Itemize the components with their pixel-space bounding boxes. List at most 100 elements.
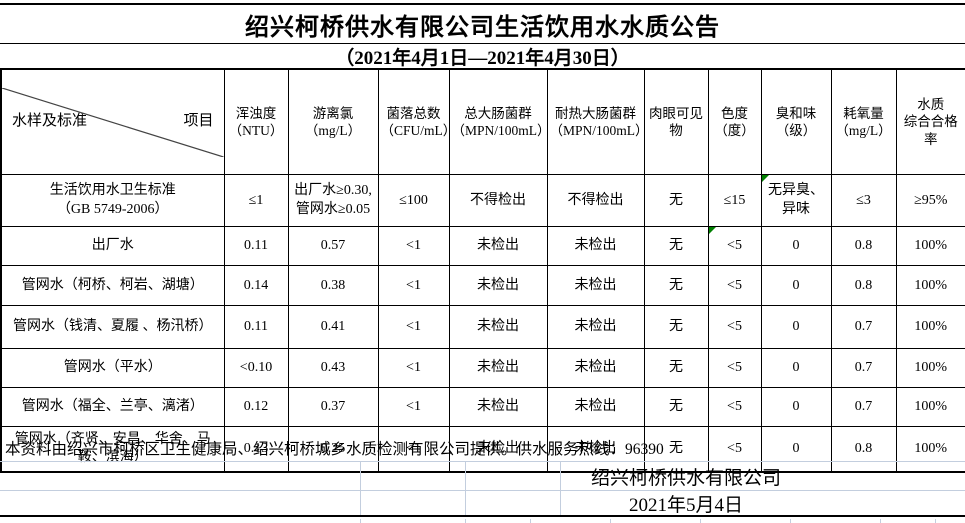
col-header-chroma: 色度 （度） — [707, 68, 762, 176]
page-title: 绍兴柯桥供水有限公司生活饮用水水质公告 — [245, 14, 720, 41]
table-cell: 未检出 — [546, 305, 645, 350]
table-cell: 0.13 — [223, 426, 289, 473]
table-cell: 无 — [643, 387, 709, 428]
table-cell: 0.37 — [287, 387, 379, 428]
table-cell: 0.8 — [830, 426, 897, 473]
table-cell: 0 — [760, 265, 832, 307]
table-cell: <0.10 — [223, 348, 289, 389]
table-cell: ≤15 — [707, 174, 762, 228]
corner-sample-label: 水样及标准 — [12, 113, 88, 130]
gridline — [465, 491, 466, 515]
table-cell: <1 — [377, 305, 450, 350]
table-cell-with-error-flag: 无异臭、 异味 — [760, 174, 832, 228]
corner-item-label: 项目 — [183, 113, 214, 130]
col-header-odor-taste: 臭和味 （级） — [760, 68, 832, 176]
table-cell: 0.7 — [830, 348, 897, 389]
table-cell: 0.25 — [287, 426, 379, 473]
table-cell: 无 — [643, 265, 709, 307]
table-cell: 未检出 — [448, 348, 548, 389]
page-subtitle: （2021年4月1日—2021年4月30日） — [0, 43, 965, 69]
table-cell: 0 — [760, 226, 832, 267]
top-rule — [0, 3, 965, 5]
table-cell: 100% — [895, 265, 965, 307]
table-cell: 不得检出 — [546, 174, 645, 228]
signature-company-row: 绍兴柯桥供水有限公司 — [0, 462, 965, 491]
table-cell: 不得检出 — [448, 174, 548, 228]
gridline — [560, 491, 561, 515]
col-header-free-chlorine: 游离氯 （mg/L） — [287, 68, 379, 176]
table-cell: 0 — [760, 305, 832, 350]
sample-name-cell: 出厂水 — [0, 226, 225, 267]
table-cell: 0.43 — [287, 348, 379, 389]
signature-company: 绍兴柯桥供水有限公司 — [590, 467, 781, 489]
table-cell: 0.11 — [223, 305, 289, 350]
table-cell: 0.41 — [287, 305, 379, 350]
col-header-turbidity: 浑浊度 （NTU） — [223, 68, 289, 176]
table-cell: 出厂水≥0.30, 管网水≥0.05 — [287, 174, 379, 228]
gridline — [360, 491, 361, 515]
col-header-oxygen-consumption: 耗氧量 （mg/L） — [830, 68, 897, 176]
table-cell: 0.8 — [830, 226, 897, 267]
gridline — [560, 462, 561, 490]
table-cell: 0 — [760, 348, 832, 389]
gridline — [360, 462, 361, 490]
gridline — [465, 462, 466, 490]
table-cell: ≤3 — [830, 174, 897, 228]
signature-date-row: 2021年5月4日 — [0, 491, 965, 517]
table-cell: 未检出 — [448, 305, 548, 350]
table-cell: <1 — [377, 348, 450, 389]
col-header-heat-resistant-coliform: 耐热大肠菌群 （MPN/100mL） — [546, 68, 645, 176]
table-cell: 100% — [895, 348, 965, 389]
col-header-total-coliform: 总大肠菌群 （MPN/100mL） — [448, 68, 548, 176]
table-cell: <1 — [377, 387, 450, 428]
table-cell: 0.7 — [830, 387, 897, 428]
table-cell: 0 — [760, 387, 832, 428]
table-cell: 无 — [643, 226, 709, 267]
sample-name-cell: 管网水（福全、兰亭、漓渚） — [0, 387, 225, 428]
table-cell: 未检出 — [546, 226, 645, 267]
table-cell: <5 — [707, 348, 762, 389]
diagonal-line — [2, 87, 223, 157]
table-cell: 100% — [895, 426, 965, 473]
table-row-pipe-network-qianqing: 管网水（钱清、夏履 、杨汛桥） 0.11 0.41 <1 未检出 未检出 无 <… — [0, 305, 965, 350]
header-row: 水样及标准 项目 浑浊度 （NTU） 游离氯 （mg/L） 菌落总数（CFU/mL）… — [0, 68, 965, 176]
table-cell: 100% — [895, 305, 965, 350]
table-cell: <5 — [707, 305, 762, 350]
table-row-pipe-network-pingshui: 管网水（平水） <0.10 0.43 <1 未检出 未检出 无 <5 0 0.7… — [0, 348, 965, 389]
sample-name-cell: 管网水（柯桥、柯岩、湖塘） — [0, 265, 225, 307]
table-cell: 未检出 — [448, 226, 548, 267]
table-cell: 无 — [643, 348, 709, 389]
source-note-text: 本资料由绍兴市柯桥区卫生健康局、绍兴柯桥城乡水质检测有限公司提供。供水服务热线：… — [5, 440, 664, 458]
table-cell: <1 — [377, 226, 450, 267]
table-row-factory-water: 出厂水 0.11 0.57 <1 未检出 未检出 无 <5 0 0.8 100% — [0, 226, 965, 267]
table-cell: <1 — [377, 426, 450, 473]
table-cell: 无 — [643, 426, 709, 473]
table-row-pipe-network-fuquan: 管网水（福全、兰亭、漓渚） 0.12 0.37 <1 未检出 未检出 无 <5 … — [0, 387, 965, 428]
table-cell: 100% — [895, 226, 965, 267]
table-cell-with-error-flag: <5 — [707, 226, 762, 267]
col-header-colony-count: 菌落总数（CFU/mL） — [377, 68, 450, 176]
table-cell: ≤100 — [377, 174, 450, 228]
signature-date: 2021年5月4日 — [628, 494, 743, 516]
sample-name-cell: 管网水（钱清、夏履 、杨汛桥） — [0, 305, 225, 350]
table-cell: 未检出 — [546, 387, 645, 428]
table-cell: <1 — [377, 265, 450, 307]
table-cell: 0.12 — [223, 387, 289, 428]
table-cell: 无 — [643, 305, 709, 350]
table-cell: 0.38 — [287, 265, 379, 307]
table-cell: 100% — [895, 387, 965, 428]
table-cell: 无 — [643, 174, 709, 228]
table-cell: 0 — [760, 426, 832, 473]
source-note: 本资料由绍兴市柯桥区卫生健康局、绍兴柯桥城乡水质检测有限公司提供。供水服务热线：… — [0, 434, 965, 462]
sample-name-cell: 管网水（平水） — [0, 348, 225, 389]
table-cell: 0.57 — [287, 226, 379, 267]
table-cell: 0.11 — [223, 226, 289, 267]
table-row-pipe-network-keqiao: 管网水（柯桥、柯岩、湖塘） 0.14 0.38 <1 未检出 未检出 无 <5 … — [0, 265, 965, 307]
gridline-stubs — [0, 519, 965, 523]
table-cell: <5 — [707, 387, 762, 428]
table-cell: 未检出 — [448, 426, 548, 473]
table-cell: 0.14 — [223, 265, 289, 307]
table-cell: ≤1 — [223, 174, 289, 228]
sample-name-cell: 生活饮用水卫生标准 （GB 5749-2006） — [0, 174, 225, 228]
